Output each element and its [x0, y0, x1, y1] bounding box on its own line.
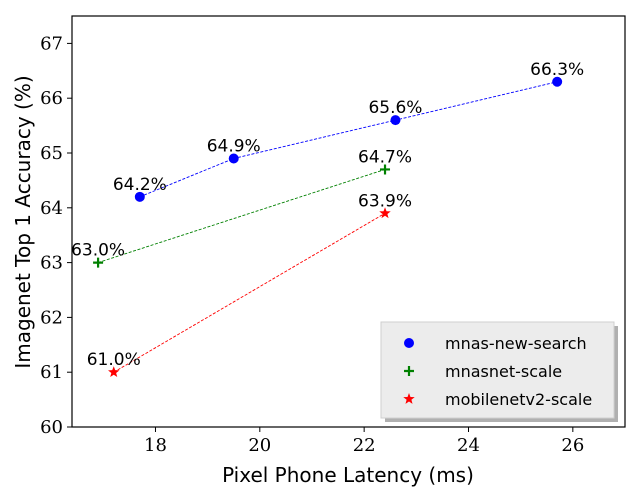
data-label: 63.9% [358, 191, 412, 211]
data-label: 65.6% [368, 98, 422, 118]
y-tick-label: 62 [40, 307, 63, 328]
y-tick-label: 61 [40, 362, 63, 383]
data-label: 64.2% [113, 175, 167, 195]
legend-marker-mnasnet-scale [404, 366, 414, 376]
y-tick-label: 66 [40, 88, 63, 109]
legend: mnas-new-search mnasnet-scale mobilenetv2-… [380, 321, 618, 422]
data-point-mnasnet-scale [93, 257, 104, 268]
x-tick-label: 22 [353, 435, 376, 456]
legend-marker-mnas-new-search [404, 338, 414, 348]
x-tick-label: 26 [561, 435, 584, 456]
plot-frame [71, 15, 626, 428]
x-tick-label: 24 [457, 435, 480, 456]
x-tick-label: 18 [144, 435, 167, 456]
legend-marker-mobilenetv2-scale [403, 393, 415, 404]
data-label: 63.0% [71, 241, 125, 261]
y-axis-label: Imagenet Top 1 Accuracy (%) [11, 75, 35, 368]
data-point-mobilenetv2-scale [379, 207, 391, 219]
plot-area: 64.2% 64.9% 65.6% 66.3% 63.0% 64.7% 61.0% 63.9% [71, 60, 584, 378]
x-tick-label: 20 [248, 435, 271, 456]
data-point-mnas-new-search [228, 153, 239, 164]
data-label: 61.0% [87, 350, 141, 370]
legend-box [380, 321, 615, 419]
series-line-mnas-new-search [139, 81, 558, 198]
y-tick-label: 60 [40, 417, 63, 438]
data-label: 64.7% [358, 147, 412, 167]
series-line-mobilenetv2-scale [113, 212, 386, 373]
legend-label: mnas-new-search [445, 334, 587, 353]
y-tick-label: 64 [40, 198, 63, 219]
x-axis-label: Pixel Phone Latency (ms) [222, 463, 474, 487]
y-tick-label: 67 [40, 33, 63, 54]
data-point-mnas-new-search [134, 191, 145, 202]
y-tick-label: 65 [40, 143, 63, 164]
data-point-mnasnet-scale [380, 164, 391, 175]
data-point-mnas-new-search [552, 76, 563, 87]
data-point-mobilenetv2-scale [108, 366, 120, 378]
data-label: 66.3% [530, 60, 584, 80]
data-label: 64.9% [207, 136, 261, 156]
y-tick-label: 63 [40, 253, 63, 274]
legend-label: mobilenetv2-scale [445, 390, 592, 409]
data-point-mnas-new-search [390, 115, 401, 126]
series-mobilenetv2-scale: 61.0% 63.9% [87, 191, 412, 378]
axes: 18 20 22 24 26 60 61 62 63 64 65 66 67 [40, 15, 626, 456]
legend-label: mnasnet-scale [445, 362, 562, 381]
series-mnas-new-search: 64.2% 64.9% 65.6% 66.3% [113, 60, 584, 202]
series-mnasnet-scale: 63.0% 64.7% [71, 147, 412, 268]
